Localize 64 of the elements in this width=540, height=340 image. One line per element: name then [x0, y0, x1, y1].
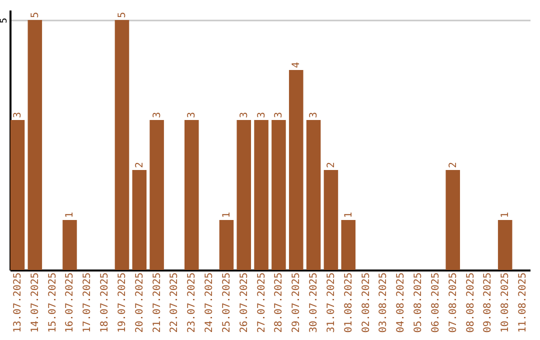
x-tick-label: 17.07.2025 — [82, 272, 94, 333]
x-tick-label: 28.07.2025 — [274, 272, 285, 333]
data-label: 2 — [134, 162, 146, 168]
x-tick-label: 03.08.2025 — [378, 272, 390, 333]
x-tick-label: 09.08.2025 — [482, 272, 494, 333]
data-label: 3 — [238, 112, 250, 118]
x-tick-label: 11.08.2025 — [518, 272, 529, 333]
x-tick-label: 21.07.2025 — [152, 272, 163, 333]
data-label: 1 — [500, 212, 512, 218]
x-tick-label: 26.07.2025 — [238, 272, 250, 333]
bar — [498, 220, 512, 270]
data-label: 3 — [12, 112, 24, 118]
data-label: 3 — [308, 112, 320, 118]
bar — [236, 120, 252, 270]
x-tick-label: 25.07.2025 — [221, 272, 232, 333]
x-tick-label: 15.07.2025 — [47, 272, 58, 333]
x-tick-label: 13.07.2025 — [12, 272, 24, 333]
bar — [272, 120, 286, 270]
bar — [446, 170, 460, 270]
x-tick-label: 19.07.2025 — [116, 272, 128, 333]
x-tick-label: 10.08.2025 — [500, 272, 512, 333]
bar — [28, 20, 42, 270]
x-tick-label: 08.08.2025 — [465, 272, 476, 333]
x-tick-label: 29.07.2025 — [291, 272, 302, 333]
x-tick-label: 18.07.2025 — [100, 272, 111, 333]
data-label: 3 — [152, 112, 163, 118]
x-tick-label: 31.07.2025 — [326, 272, 337, 333]
x-tick-label: 04.08.2025 — [396, 272, 407, 333]
data-label: 1 — [221, 212, 232, 218]
bar — [306, 120, 321, 270]
data-label: 1 — [64, 212, 76, 218]
bar — [132, 170, 147, 270]
x-tick-label: 14.07.2025 — [30, 272, 41, 333]
bar — [114, 20, 130, 270]
x-tick-label: 23.07.2025 — [186, 272, 198, 333]
x-tick-label: 22.07.2025 — [169, 272, 180, 333]
x-tick-label: 01.08.2025 — [343, 272, 354, 333]
x-tick-label: 24.07.2025 — [204, 272, 216, 333]
bar — [219, 220, 234, 270]
data-label: 2 — [326, 162, 337, 168]
x-tick-label: 30.07.2025 — [308, 272, 320, 333]
bar — [254, 120, 268, 270]
bar — [150, 120, 164, 270]
x-tick-label: 06.08.2025 — [430, 272, 442, 333]
bar — [288, 70, 304, 270]
data-label: 5 — [30, 12, 41, 18]
data-label: 1 — [343, 212, 354, 218]
data-label: 2 — [448, 162, 459, 168]
bar — [324, 170, 338, 270]
bar — [184, 120, 199, 270]
x-tick-label: 20.07.2025 — [134, 272, 146, 333]
x-tick-label: 02.08.2025 — [360, 272, 372, 333]
bar — [62, 220, 77, 270]
bar — [341, 220, 356, 270]
data-label: 3 — [256, 112, 268, 118]
x-tick-label: 05.08.2025 — [413, 272, 424, 333]
x-tick-label: 16.07.2025 — [64, 272, 76, 333]
data-label: 3 — [186, 112, 198, 118]
x-tick-label: 27.07.2025 — [256, 272, 268, 333]
data-label: 4 — [291, 62, 302, 68]
bar — [10, 120, 25, 270]
data-label: 3 — [274, 112, 285, 118]
x-tick-label: 07.08.2025 — [448, 272, 459, 333]
data-label: 5 — [116, 12, 128, 18]
